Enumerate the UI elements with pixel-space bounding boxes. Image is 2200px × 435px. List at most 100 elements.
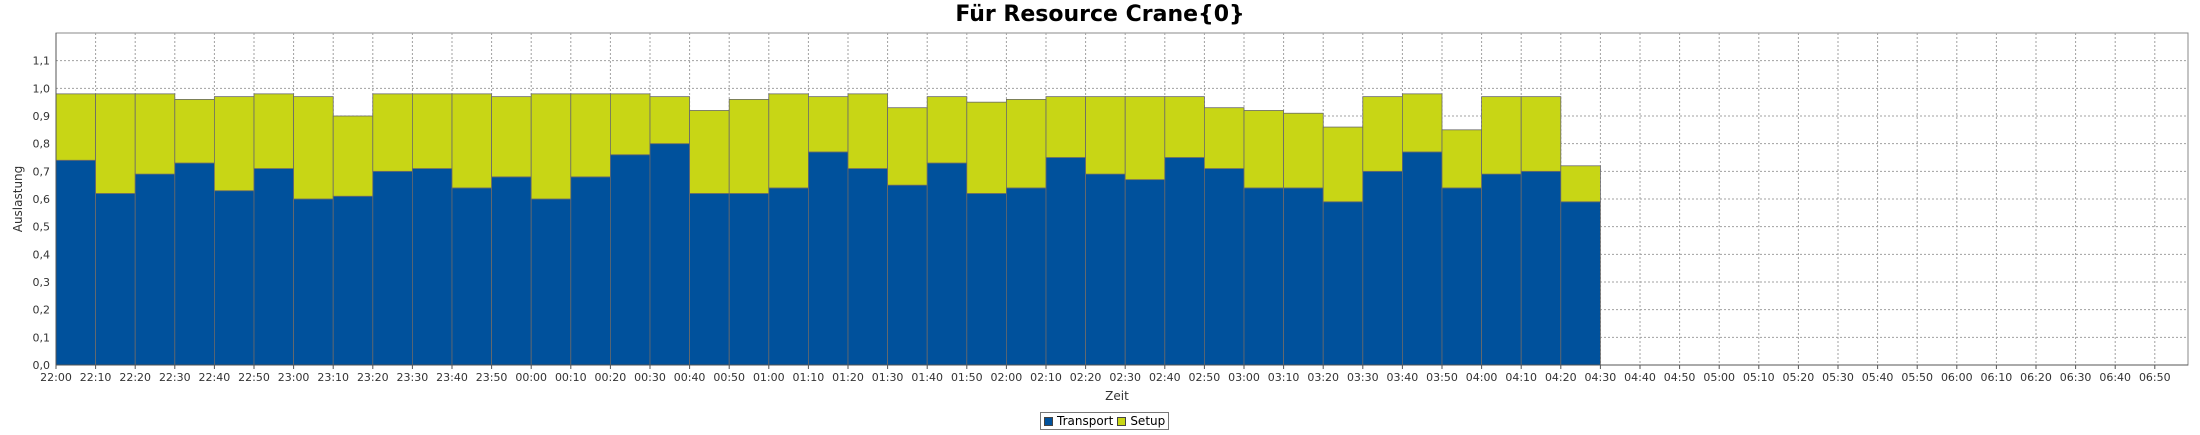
bar-transport bbox=[332, 195, 374, 366]
x-tick-label: 00:30 bbox=[634, 371, 666, 384]
x-tick-label: 06:20 bbox=[2020, 371, 2052, 384]
x-tick-label: 04:10 bbox=[1505, 371, 1537, 384]
bar-transport bbox=[1164, 157, 1205, 366]
bar-setup bbox=[1441, 129, 1482, 189]
x-tick-label: 00:50 bbox=[713, 371, 745, 384]
x-tick-label: 00:00 bbox=[515, 371, 547, 384]
bar-transport bbox=[1560, 201, 1601, 366]
bar-setup bbox=[966, 101, 1007, 194]
bar-setup bbox=[649, 96, 690, 145]
x-tick-label: 02:20 bbox=[1070, 371, 1102, 384]
x-tick-label: 05:20 bbox=[1783, 371, 1815, 384]
x-tick-label: 03:30 bbox=[1347, 371, 1379, 384]
bar-setup bbox=[213, 96, 255, 192]
x-tick-label: 06:00 bbox=[1941, 371, 1973, 384]
y-tick-label: 1,0 bbox=[33, 82, 51, 95]
x-tick-label: 00:40 bbox=[674, 371, 706, 384]
bar-setup bbox=[1085, 96, 1126, 175]
y-tick-label: 0,0 bbox=[33, 359, 51, 372]
bar-setup bbox=[491, 96, 532, 178]
bar-transport bbox=[253, 168, 294, 366]
x-tick-label: 05:50 bbox=[1901, 371, 1933, 384]
chart-title: Für Resource Crane{0} bbox=[955, 2, 1245, 27]
x-tick-label: 23:40 bbox=[436, 371, 468, 384]
x-tick-label: 02:00 bbox=[991, 371, 1023, 384]
bar-transport bbox=[1204, 168, 1245, 366]
bar-setup bbox=[530, 93, 572, 200]
bar-transport bbox=[887, 184, 928, 366]
x-tick-label: 02:30 bbox=[1109, 371, 1141, 384]
bar-setup bbox=[293, 96, 334, 200]
x-tick-label: 22:30 bbox=[159, 371, 191, 384]
bar-transport bbox=[1283, 187, 1324, 366]
bar-setup bbox=[1283, 112, 1324, 189]
x-tick-label: 01:40 bbox=[911, 371, 943, 384]
bar-transport bbox=[926, 162, 968, 366]
bar-setup bbox=[1124, 96, 1166, 181]
x-tick-label: 06:40 bbox=[2099, 371, 2131, 384]
y-tick-label: 0,4 bbox=[33, 248, 51, 261]
bar-transport bbox=[491, 176, 532, 366]
bar-setup bbox=[1322, 126, 1364, 203]
bar-transport bbox=[1481, 173, 1522, 366]
bar-setup bbox=[1243, 110, 1284, 189]
bar-setup bbox=[887, 107, 928, 186]
bar-setup bbox=[1402, 93, 1443, 153]
bar-transport bbox=[1045, 157, 1086, 366]
x-tick-label: 03:40 bbox=[1387, 371, 1419, 384]
y-tick-label: 0,3 bbox=[33, 276, 51, 289]
bar-setup bbox=[768, 93, 809, 189]
x-tick-label: 03:50 bbox=[1426, 371, 1458, 384]
bar-transport bbox=[134, 173, 176, 366]
bar-transport bbox=[95, 193, 136, 366]
bar-setup bbox=[134, 93, 176, 175]
legend-swatch-setup bbox=[1117, 416, 1127, 426]
x-tick-label: 01:00 bbox=[753, 371, 785, 384]
x-tick-label: 23:20 bbox=[357, 371, 389, 384]
x-tick-label: 01:30 bbox=[872, 371, 904, 384]
bar-setup bbox=[926, 96, 968, 164]
legend: Transport Setup bbox=[1040, 412, 1170, 430]
x-tick-label: 05:10 bbox=[1743, 371, 1775, 384]
x-tick-label: 02:40 bbox=[1149, 371, 1181, 384]
bar-setup bbox=[610, 93, 651, 156]
x-tick-label: 02:50 bbox=[1189, 371, 1221, 384]
bar-setup bbox=[55, 93, 96, 161]
bar-transport bbox=[1124, 179, 1166, 366]
x-tick-label: 02:10 bbox=[1030, 371, 1062, 384]
y-tick-label: 1,1 bbox=[33, 55, 51, 68]
bar-setup bbox=[689, 110, 730, 194]
bar-transport bbox=[1402, 151, 1443, 366]
x-tick-label: 00:10 bbox=[555, 371, 587, 384]
bar-setup bbox=[1204, 107, 1245, 169]
bar-transport bbox=[768, 187, 809, 366]
bar-setup bbox=[95, 93, 136, 194]
x-tick-label: 22:10 bbox=[80, 371, 112, 384]
legend-label-transport: Transport bbox=[1057, 414, 1114, 428]
bar-transport bbox=[610, 154, 651, 366]
x-tick-label: 05:40 bbox=[1862, 371, 1894, 384]
bar-transport bbox=[847, 168, 888, 366]
bar-setup bbox=[808, 96, 849, 153]
bar-transport bbox=[808, 151, 849, 366]
x-tick-label: 05:00 bbox=[1703, 371, 1735, 384]
bar-setup bbox=[1481, 96, 1522, 175]
x-tick-label: 03:10 bbox=[1268, 371, 1300, 384]
x-tick-label: 03:20 bbox=[1307, 371, 1339, 384]
x-axis-label: Zeit bbox=[1105, 389, 1129, 403]
bar-transport bbox=[55, 159, 96, 366]
bar-transport bbox=[570, 176, 611, 366]
bar-transport bbox=[1006, 187, 1047, 366]
y-tick-label: 0,9 bbox=[33, 110, 51, 123]
x-tick-label: 04:20 bbox=[1545, 371, 1577, 384]
x-tick-label: 04:00 bbox=[1466, 371, 1498, 384]
y-tick-label: 0,7 bbox=[33, 165, 51, 178]
x-tick-label: 23:00 bbox=[278, 371, 310, 384]
bar-setup bbox=[847, 93, 888, 169]
x-tick-label: 04:50 bbox=[1664, 371, 1696, 384]
bar-setup bbox=[332, 115, 374, 197]
bar-transport bbox=[1520, 170, 1562, 366]
bar-setup bbox=[728, 99, 770, 194]
x-tick-label: 01:50 bbox=[951, 371, 983, 384]
